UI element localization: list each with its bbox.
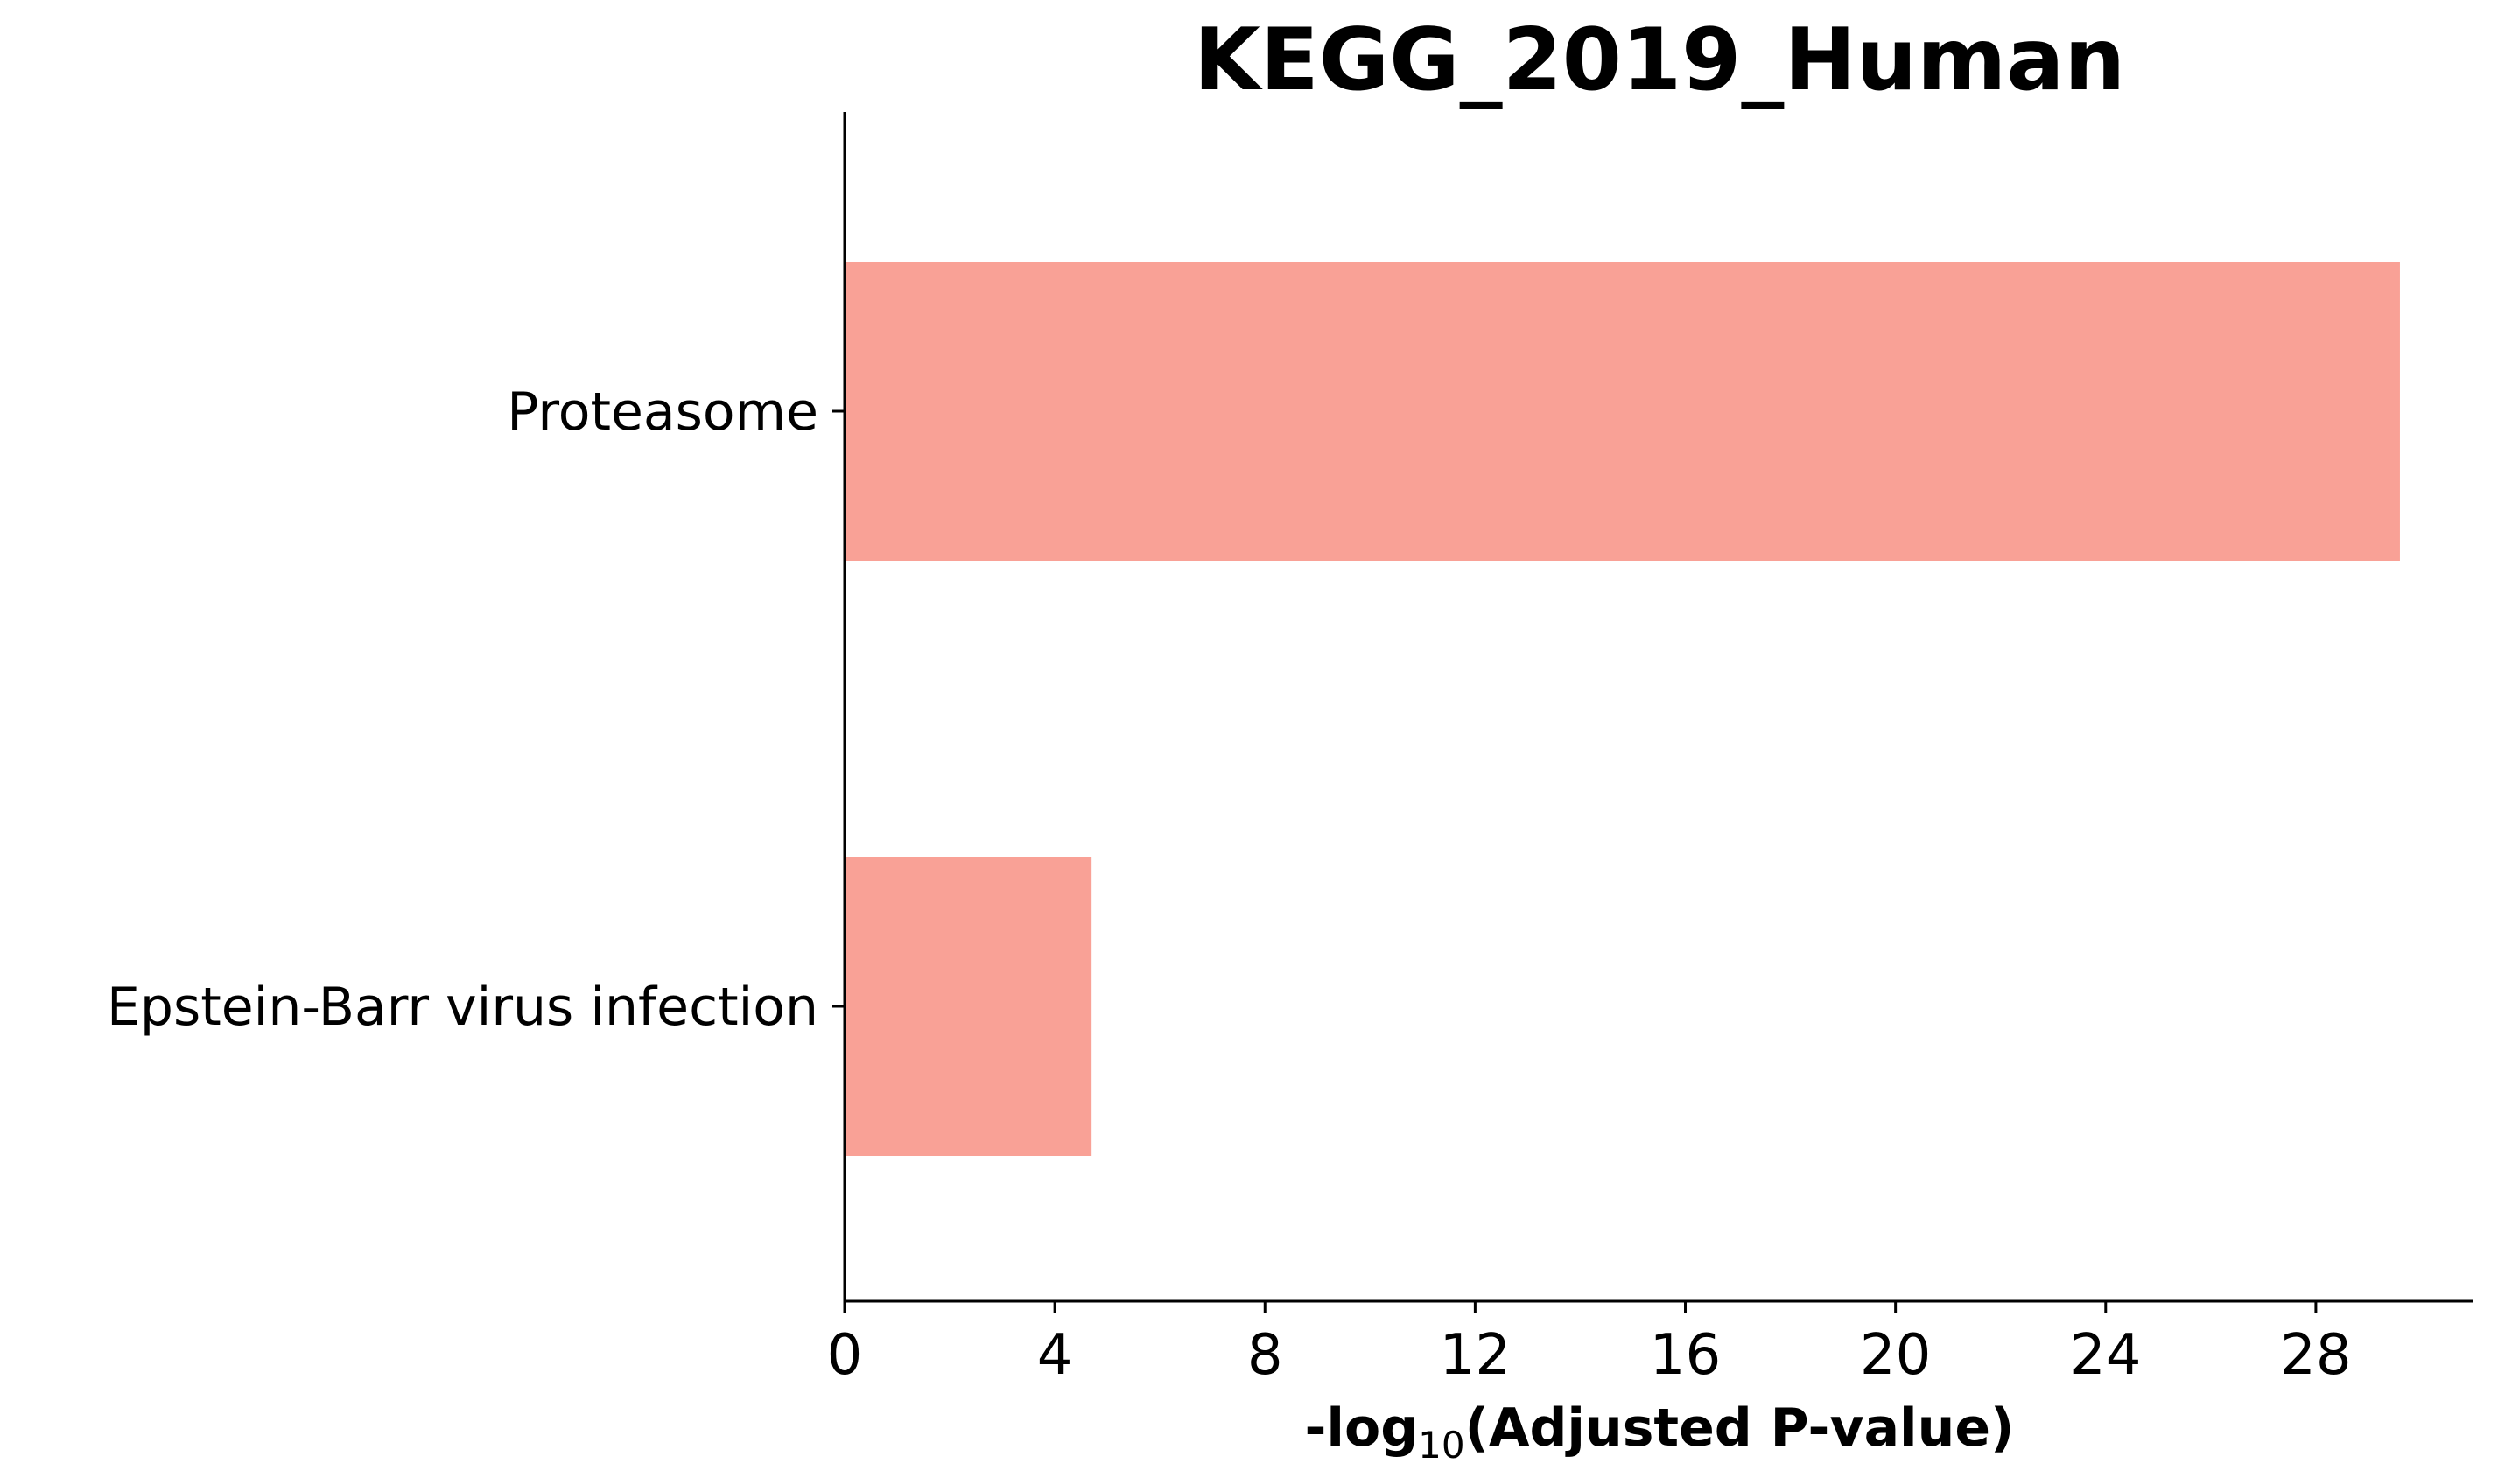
x-axis-label-subscript: 10 xyxy=(1418,1424,1464,1466)
x-tick-label: 20 xyxy=(1860,1323,1931,1388)
x-tick-label: 12 xyxy=(1440,1323,1511,1388)
bars-group xyxy=(845,262,2400,1156)
x-axis-label-prefix: -log xyxy=(1305,1397,1419,1459)
x-axis-label-suffix: (Adjusted P-value) xyxy=(1465,1397,2015,1459)
bar-proteasome xyxy=(845,262,2400,561)
x-tick-label: 24 xyxy=(2070,1323,2141,1388)
y-axis: Proteasome Epstein-Barr virus infection xyxy=(107,112,846,1301)
x-tick-label: 28 xyxy=(2280,1323,2351,1388)
x-tick-label: 16 xyxy=(1650,1323,1721,1388)
bar-epstein-barr-virus-infection xyxy=(845,857,1092,1156)
y-tick-label: Epstein-Barr virus infection xyxy=(107,976,818,1038)
chart-title: KEGG_2019_Human xyxy=(1194,10,2125,110)
x-tick-label: 8 xyxy=(1247,1323,1283,1388)
x-axis: 0 4 8 12 16 20 24 28 xyxy=(827,1299,2473,1388)
x-tick-label: 0 xyxy=(827,1323,863,1388)
x-axis-label: -log10(Adjusted P-value) xyxy=(1305,1397,2015,1466)
y-tick-label: Proteasome xyxy=(507,382,818,443)
x-tick-label: 4 xyxy=(1037,1323,1073,1388)
